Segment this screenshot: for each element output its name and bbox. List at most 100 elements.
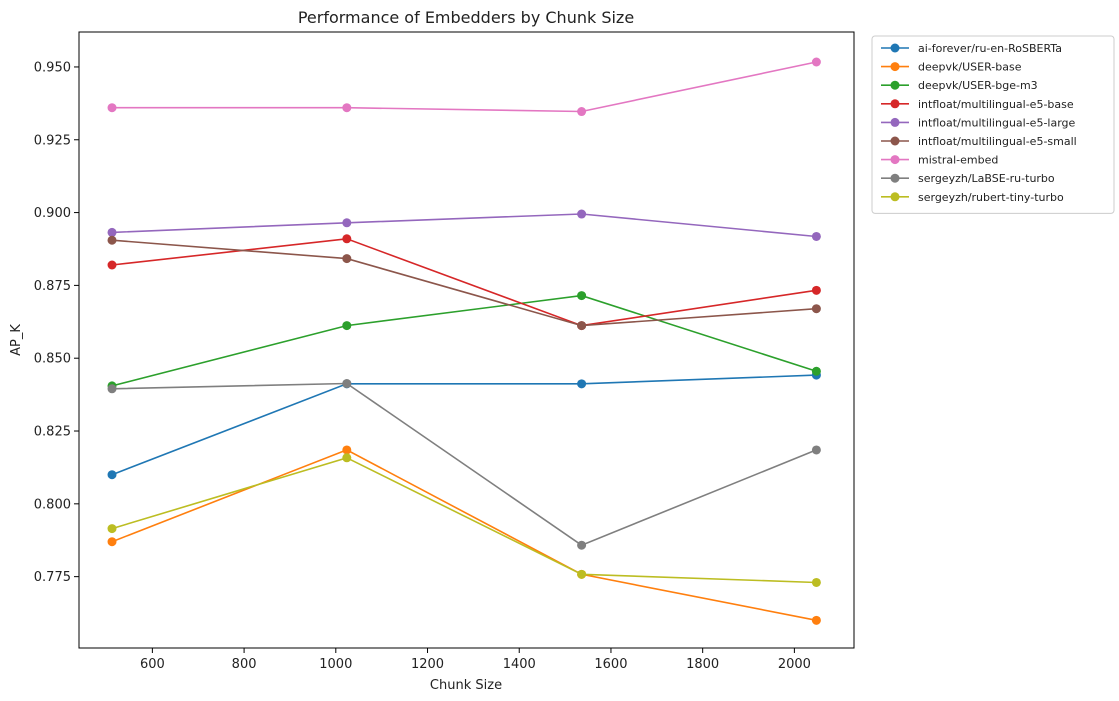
x-tick-label: 600 [140,657,165,672]
data-point [107,103,117,113]
y-tick-label: 0.800 [34,497,71,512]
legend-item: sergeyzh/rubert-tiny-turbo [881,191,1064,204]
data-point [811,445,821,455]
legend-marker [890,155,900,165]
series-5 [107,235,821,331]
x-tick-label: 1000 [319,657,352,672]
series-line [112,61,817,113]
data-point [342,234,352,244]
series-line [111,239,817,327]
x-tick-label: 1600 [594,657,627,672]
y-tick-label: 0.900 [34,206,71,221]
chart-title: Performance of Embedders by Chunk Size [298,8,634,27]
data-point [342,218,352,228]
legend-box [871,35,1115,214]
data-point [811,304,821,314]
legend-marker [890,173,900,183]
plot-area [78,31,855,649]
y-axis-label: AP_K [9,324,24,356]
data-point [577,321,587,331]
legend-item: mistral-embed [881,154,998,167]
legend: ai-forever/ru-en-RoSBERTa deepvk/USER-bas… [871,35,1115,214]
series-7 [107,379,821,550]
data-point [342,445,352,455]
legend-item: ai-forever/ru-en-RoSBERTa [881,42,1062,55]
legend-marker [890,192,900,202]
x-axis: 600 800 1000 1200 1400 1600 1800 2000 [140,648,811,672]
data-point [107,537,117,547]
y-tick-label: 0.825 [34,425,71,440]
data-point [107,470,117,480]
legend-label: sergeyzh/rubert-tiny-turbo [918,191,1064,204]
y-tick-label: 0.775 [34,570,71,585]
data-point [811,366,821,376]
y-tick-label: 0.950 [34,60,71,75]
data-point [107,235,117,245]
x-tick-label: 800 [232,657,257,672]
series-line [111,237,817,327]
data-point [342,379,352,389]
data-point [342,254,352,264]
data-point [577,540,587,550]
x-tick-label: 1800 [686,657,719,672]
y-tick-label: 0.925 [34,133,71,148]
legend-marker [890,62,900,72]
legend-item: intfloat/multilingual-e5-large [881,116,1076,129]
legend-item: deepvk/USER-base [881,61,1022,74]
data-point [577,209,587,219]
legend-marker [890,136,900,146]
plot-frame [78,31,855,649]
legend-item: intfloat/multilingual-e5-small [881,135,1077,148]
data-point [107,524,117,534]
data-point [107,260,117,270]
y-tick-label: 0.875 [34,279,71,294]
x-tick-label: 1400 [503,657,536,672]
data-point [107,227,117,237]
y-axis: 0.775 0.800 0.825 0.850 0.875 0.900 0.925 0.950 [34,60,79,585]
legend-label: intfloat/multilingual-e5-base [918,98,1074,111]
x-tick-label: 2000 [778,657,811,672]
legend-label: ai-forever/ru-en-RoSBERTa [918,42,1062,55]
legend-item: deepvk/USER-bge-m3 [881,79,1038,92]
series-line [111,374,817,476]
y-tick-label: 0.850 [34,352,71,367]
data-point [811,57,821,67]
data-point [342,321,352,331]
legend-marker [890,117,900,127]
data-point [577,291,587,301]
legend-marker [890,99,900,109]
series-line [111,382,817,547]
series-6 [107,57,821,117]
data-point [811,577,821,587]
data-point [577,569,587,579]
data-point [811,615,821,625]
legend-label: deepvk/USER-base [918,61,1022,74]
legend-label: deepvk/USER-bge-m3 [918,79,1038,92]
series-line [111,213,817,238]
data-point [577,107,587,117]
data-point [811,285,821,295]
data-point [811,231,821,241]
data-point [342,103,352,113]
data-point [577,379,587,389]
series-line [111,456,817,584]
series-4 [107,209,821,241]
legend-marker [890,43,900,53]
series-line [111,294,817,387]
x-axis-label: Chunk Size [430,678,502,693]
x-tick-label: 1200 [411,657,444,672]
legend-label: intfloat/multilingual-e5-large [918,116,1076,129]
data-point [342,453,352,463]
legend-label: mistral-embed [918,154,998,167]
legend-marker [890,80,900,90]
legend-item: intfloat/multilingual-e5-base [881,98,1074,111]
series-line [111,449,817,622]
series-group [107,57,821,625]
series-8 [107,453,821,587]
legend-item: sergeyzh/LaBSE-ru-turbo [881,172,1055,185]
legend-label: sergeyzh/LaBSE-ru-turbo [918,172,1055,185]
legend-label: intfloat/multilingual-e5-small [918,135,1077,148]
data-point [107,384,117,394]
